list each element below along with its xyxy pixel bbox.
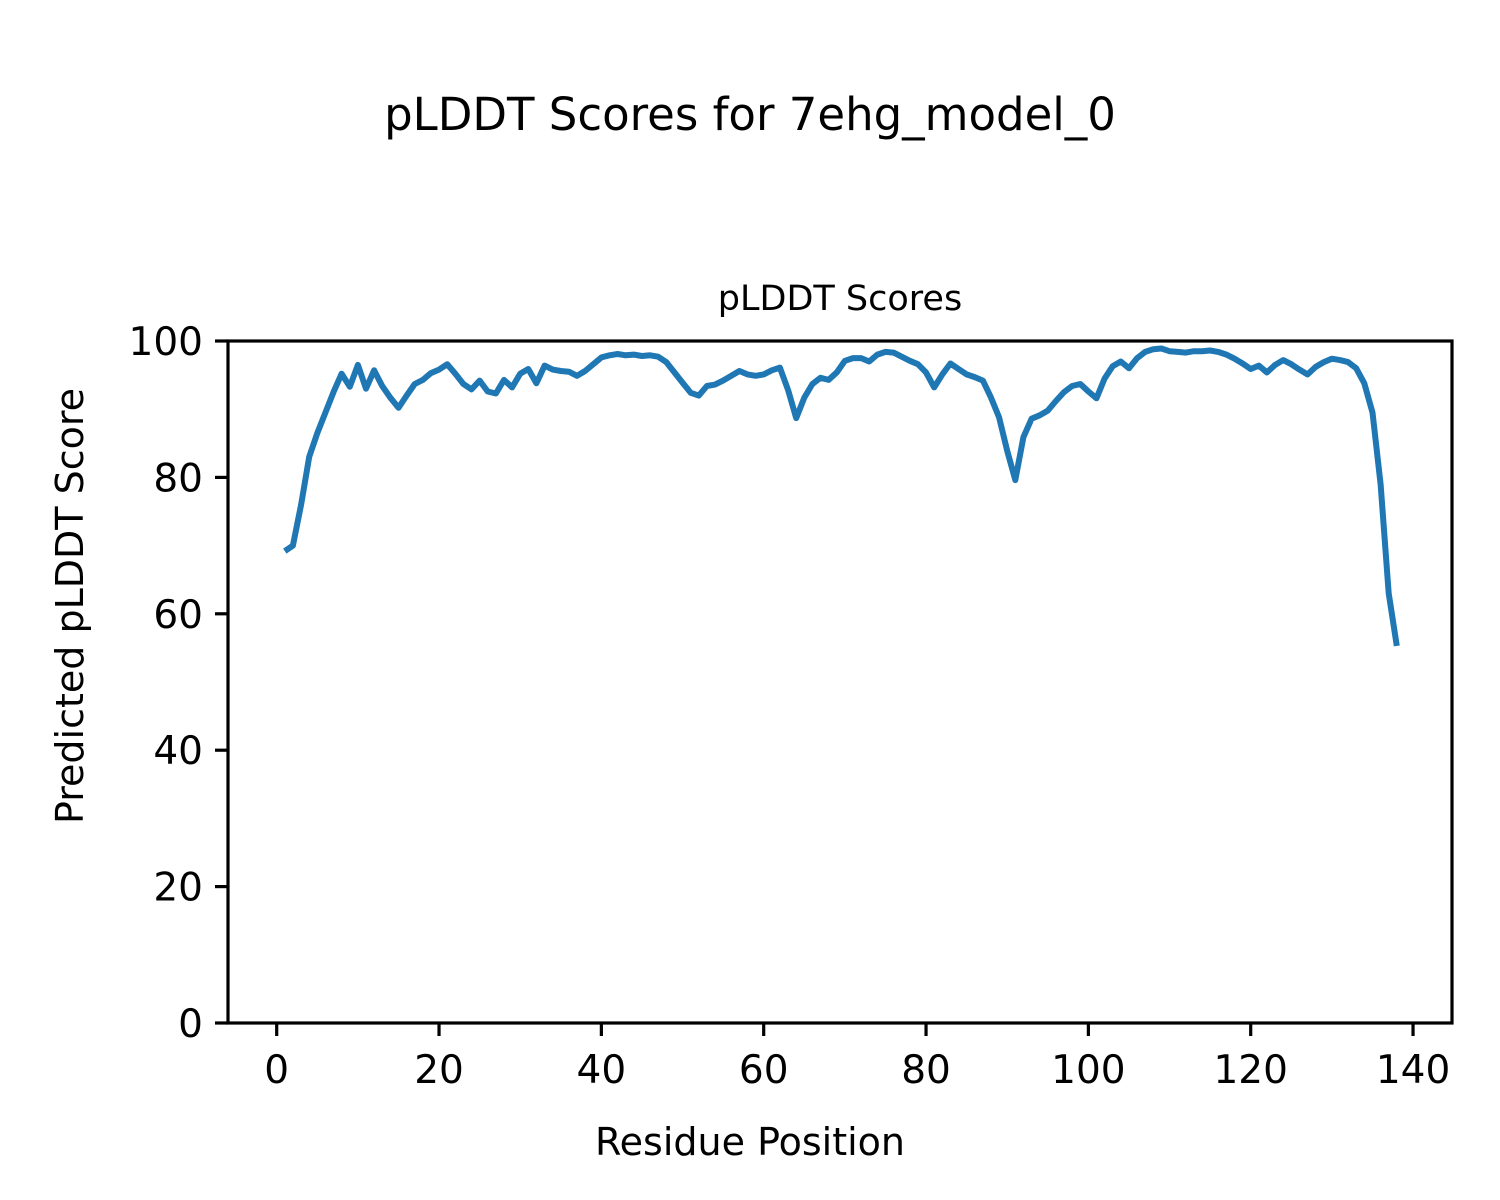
y-tick-label: 60 [153,593,203,638]
axes-title: pLDDT Scores [717,279,963,319]
x-tick-label: 80 [901,1048,951,1093]
y-tick-label: 80 [153,456,203,501]
y-tick-label: 40 [153,729,203,774]
figure-title: pLDDT Scores for 7ehg_model_0 [384,88,1116,141]
x-tick-label: 120 [1213,1048,1287,1093]
x-tick-label: 100 [1051,1048,1125,1093]
y-tick-label: 0 [178,1002,203,1047]
x-axis-label: Residue Position [594,1120,906,1164]
x-tick-label: 40 [577,1048,627,1093]
x-tick-label: 60 [739,1048,789,1093]
axes-frame [226,339,1454,1025]
x-tick-label: 140 [1376,1048,1450,1093]
y-tick-label: 100 [129,320,203,365]
y-tick-label: 20 [153,866,203,911]
x-tick-label: 0 [264,1048,289,1093]
y-axis-label: Predicted pLDDT Score [48,388,92,824]
plddt-line [283,345,1400,647]
x-tick-label: 20 [414,1048,464,1093]
